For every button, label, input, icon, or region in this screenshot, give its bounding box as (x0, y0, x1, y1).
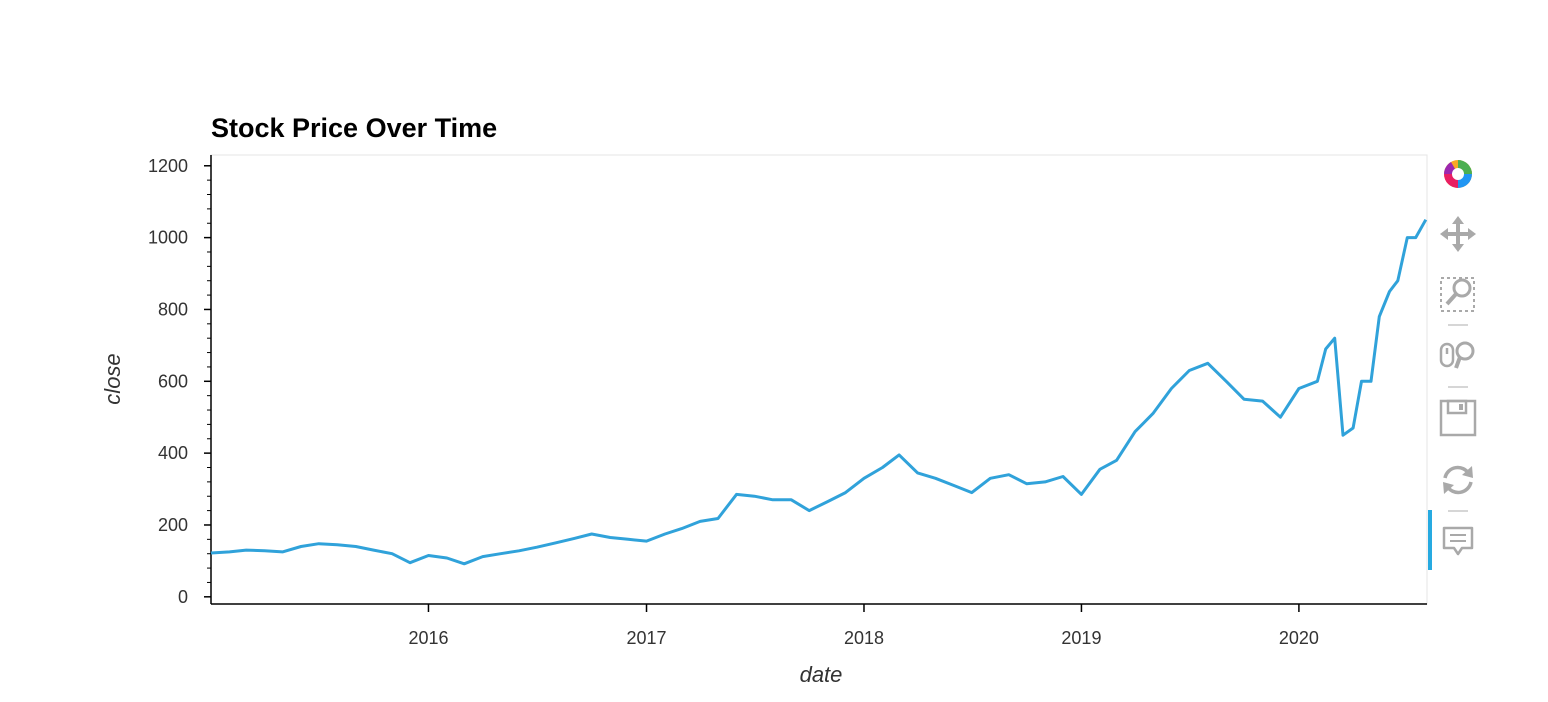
hover-icon (1442, 526, 1474, 556)
y-tick-label: 1200 (148, 156, 188, 176)
box-zoom-tool[interactable] (1438, 274, 1478, 314)
y-tick-label: 200 (158, 515, 188, 535)
y-tick-label: 0 (178, 587, 188, 607)
wheel-zoom-icon (1439, 341, 1475, 369)
y-tick-label: 400 (158, 443, 188, 463)
toolbar (1428, 150, 1488, 580)
wheel-zoom-tool[interactable] (1438, 336, 1478, 376)
y-axis: 0 200 400 600 800 1000 1200 (148, 156, 211, 607)
x-tick-label: 2019 (1061, 628, 1101, 648)
y-tick-label: 1000 (148, 228, 188, 248)
series-line (210, 218, 1428, 566)
y-tick-label: 800 (158, 299, 188, 319)
bokeh-logo-icon (1444, 160, 1472, 188)
box-zoom-icon (1440, 277, 1475, 312)
bokeh-logo[interactable] (1438, 154, 1478, 194)
hover-tool[interactable] (1438, 522, 1478, 562)
y-tick-label: 600 (158, 371, 188, 391)
x-tick-label: 2020 (1279, 628, 1319, 648)
x-axis: 2016 2017 2018 2019 2020 (408, 604, 1319, 648)
save-tool[interactable] (1438, 398, 1478, 438)
plot-frame (210, 154, 1428, 605)
x-tick-label: 2018 (844, 628, 884, 648)
pan-tool[interactable] (1438, 214, 1478, 254)
x-tick-label: 2017 (626, 628, 666, 648)
plot-area[interactable] (210, 218, 1428, 566)
x-tick-label: 2016 (408, 628, 448, 648)
y-axis-label: close (100, 353, 125, 404)
pan-icon (1440, 216, 1476, 252)
chart-title: Stock Price Over Time (211, 113, 497, 143)
x-axis-label: date (800, 662, 843, 687)
reset-tool[interactable] (1438, 460, 1478, 500)
hover-active-indicator (1428, 510, 1432, 570)
reset-icon (1443, 465, 1473, 495)
save-icon (1439, 399, 1477, 437)
